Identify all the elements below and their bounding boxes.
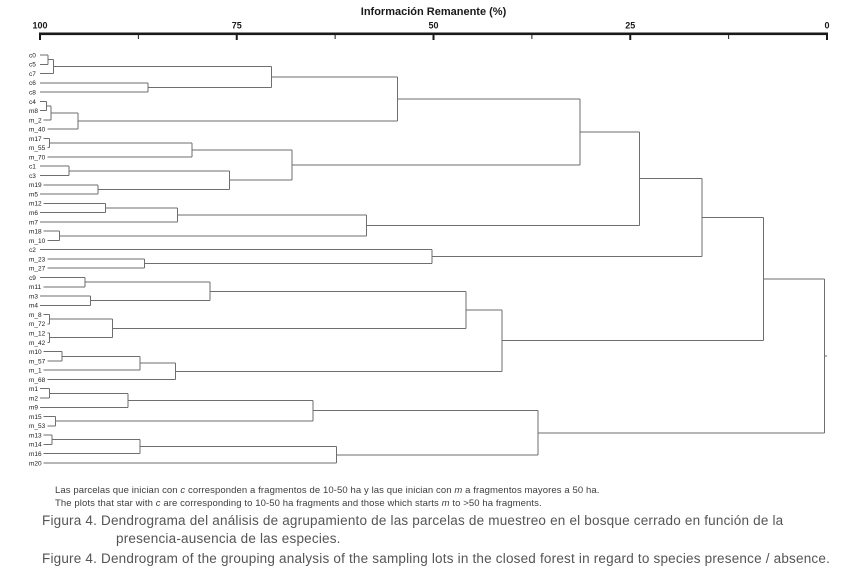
caption-note-es: Las parcelas que inician con c correspon…: [55, 485, 600, 496]
caption-figura-es-line2: presencia-ausencia de las especies.: [116, 531, 341, 546]
axis-tick-label: 50: [428, 21, 438, 31]
axis-tick-label: 25: [625, 21, 635, 31]
axis-major-tick: [235, 35, 238, 40]
leaf-label: m_27: [29, 266, 46, 273]
leaf-label: c0: [29, 52, 36, 59]
leaf-label: m14: [29, 442, 42, 449]
caption-figure-en: Figure 4. Dendrogram of the grouping ana…: [42, 551, 831, 566]
leaf-label: m20: [29, 460, 42, 467]
leaf-label: m2: [29, 395, 38, 402]
leaf-label: m9: [29, 405, 38, 412]
axis-title: Información Remanente (%): [361, 6, 507, 18]
leaf-label: m11: [29, 284, 42, 291]
leaf-label: m6: [29, 210, 38, 217]
leaf-label: m_57: [29, 358, 46, 365]
leaf-label: c3: [29, 173, 36, 180]
axis-major-tick: [432, 35, 435, 40]
leaf-label: m_23: [29, 256, 46, 263]
leaf-label: m17: [29, 136, 42, 143]
axis-minor-tick: [334, 35, 336, 39]
leaf-label: m18: [29, 229, 42, 236]
leaf-label: m19: [29, 182, 42, 189]
leaf-label: m7: [29, 219, 38, 226]
leaf-label: m13: [29, 432, 42, 439]
leaf-label: m_72: [29, 321, 46, 328]
leaf-label: c5: [29, 62, 36, 69]
axis-tick-label: 0: [824, 21, 829, 31]
leaf-label: m_42: [29, 340, 46, 347]
leaf-label: c7: [29, 71, 36, 78]
leaf-label: m16: [29, 451, 42, 458]
axis-tick-label: 75: [232, 21, 242, 31]
leaf-label: m_1: [29, 368, 42, 375]
leaf-label: m_12: [29, 331, 46, 338]
leaf-label: m_68: [29, 377, 46, 384]
leaf-label: m10: [29, 349, 42, 356]
caption-note-en: The plots that star with c are correspon…: [55, 498, 542, 509]
caption-figura-es-line1: Figura 4. Dendrograma del análisis de ag…: [42, 513, 784, 528]
dendrogram-canvas: Información Remanente (%) 100 75 50 25 0 c0 c5 c…: [29, 6, 830, 467]
axis-line: [39, 32, 828, 36]
leaf-label: m15: [29, 414, 42, 421]
leaf-label: m8: [29, 108, 38, 115]
leaf-label: m_2: [29, 117, 42, 124]
leaf-label: m3: [29, 293, 38, 300]
leaf-label: c4: [29, 99, 36, 106]
leaf-label: c2: [29, 247, 36, 254]
leaf-label: c6: [29, 80, 36, 87]
leaf-label: m_40: [29, 127, 46, 134]
leaf-label: m_8: [29, 312, 42, 319]
leaf-label: m_70: [29, 154, 46, 161]
leaf-label: m_53: [29, 423, 46, 430]
axis-minor-tick: [531, 35, 533, 39]
axis-major-tick: [826, 35, 828, 40]
axis-minor-tick: [137, 35, 139, 39]
leaf-label: c8: [29, 89, 36, 96]
axis-major-tick: [629, 35, 632, 40]
leaf-label: m1: [29, 386, 38, 393]
leaf-label: c1: [29, 164, 36, 171]
leaf-label: m4: [29, 303, 38, 310]
leaf-label: m5: [29, 191, 38, 198]
leaf-label: c9: [29, 275, 36, 282]
axis-tick-label: 100: [32, 21, 47, 31]
leaf-label: m12: [29, 201, 42, 208]
leaf-label: m_55: [29, 145, 46, 152]
axis-minor-tick: [728, 35, 730, 39]
axis-major-tick: [39, 35, 41, 40]
leaf-label: m_10: [29, 238, 46, 245]
